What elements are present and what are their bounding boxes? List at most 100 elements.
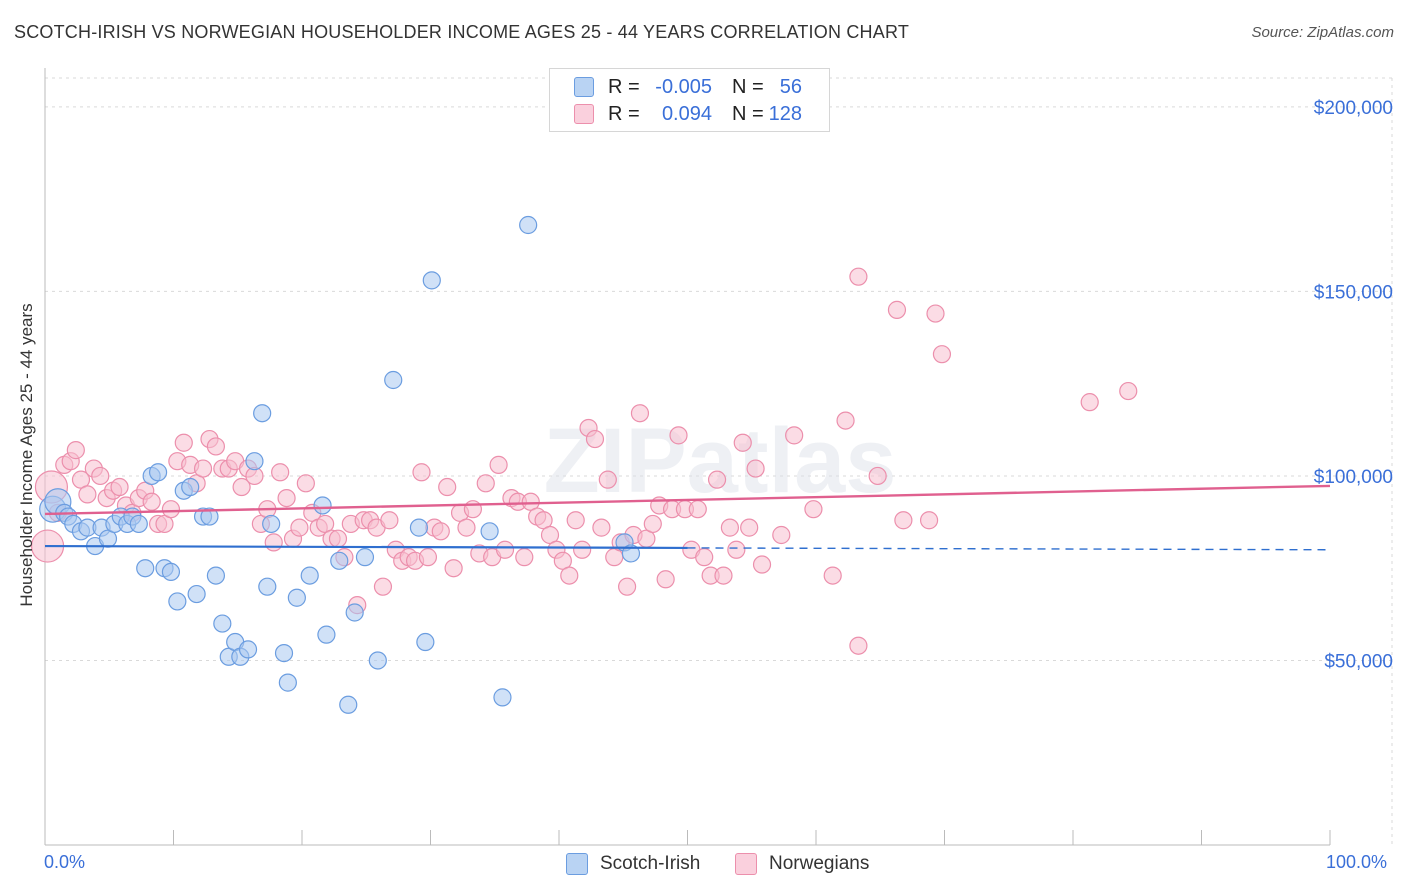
data-point-norwegians xyxy=(328,529,348,548)
trend-line-norwegians xyxy=(44,484,1331,516)
data-point-scotch-irish xyxy=(258,577,277,596)
data-point-scotch-irish xyxy=(493,688,512,707)
bottom-legend-label: Scotch-Irish xyxy=(600,853,701,874)
data-point-norwegians xyxy=(746,459,765,478)
data-point-scotch-irish xyxy=(262,514,281,534)
data-point-norwegians xyxy=(560,566,579,585)
y-tick-label: $100,000 xyxy=(1314,467,1393,488)
data-point-norwegians xyxy=(585,429,605,449)
data-point-norwegians xyxy=(489,455,508,474)
data-point-scotch-irish xyxy=(161,562,181,582)
y-axis-label: Householder Income Ages 25 - 44 years xyxy=(17,303,36,607)
data-point-norwegians xyxy=(630,404,650,423)
data-point-norwegians xyxy=(618,577,637,596)
data-point-scotch-irish xyxy=(213,614,232,633)
y-tick-labels: $50,000 $100,000 $150,000 $200,000 xyxy=(1314,98,1393,673)
legend-r-label: R = xyxy=(608,102,640,125)
data-point-scotch-irish xyxy=(245,452,264,471)
data-point-norwegians xyxy=(161,500,181,519)
bottom-legend-swatch-pink xyxy=(735,853,757,875)
data-point-norwegians xyxy=(418,548,438,567)
trend-line-scotch-irish-dashed xyxy=(687,547,1331,551)
data-point-scotch-irish xyxy=(253,404,272,423)
legend-r-value: -0.005 xyxy=(655,75,712,98)
data-point-scotch-irish xyxy=(300,566,319,585)
legend-r-label: R = xyxy=(608,75,640,98)
data-point-scotch-irish xyxy=(345,603,364,622)
data-point-norwegians xyxy=(142,492,161,511)
data-point-norwegians xyxy=(66,441,85,460)
data-point-norwegians xyxy=(91,466,110,486)
series-norwegians xyxy=(30,267,1138,655)
bottom-legend-norwegians: Norwegians xyxy=(735,851,869,877)
x-axis-min-label: 0.0% xyxy=(44,852,86,872)
data-point-scotch-irish xyxy=(200,507,219,526)
data-point-scotch-irish xyxy=(187,584,206,604)
legend-swatch-blue xyxy=(574,77,594,97)
data-point-norwegians xyxy=(714,566,733,585)
axes xyxy=(44,68,1331,846)
data-point-norwegians xyxy=(727,540,746,559)
data-point-norwegians xyxy=(290,518,309,537)
legend-box: R = -0.005 N = 56 R = 0.094 N = 128 xyxy=(549,68,830,132)
data-point-norwegians xyxy=(836,411,855,430)
data-point-norwegians xyxy=(206,437,226,456)
data-point-norwegians xyxy=(894,511,913,530)
data-point-norwegians xyxy=(926,304,945,323)
data-point-scotch-irish xyxy=(313,496,332,515)
legend-n-value: 128 xyxy=(768,102,802,125)
data-point-scotch-irish xyxy=(317,625,336,644)
data-point-scotch-irish xyxy=(168,592,187,611)
data-point-scotch-irish xyxy=(330,551,349,570)
data-point-norwegians xyxy=(296,474,315,493)
data-point-norwegians xyxy=(752,555,772,574)
data-point-scotch-irish xyxy=(519,215,538,235)
source-credit: Source: ZipAtlas.com xyxy=(1251,24,1394,41)
data-point-norwegians xyxy=(823,566,842,585)
data-point-norwegians xyxy=(740,518,759,537)
data-point-norwegians xyxy=(932,345,952,364)
data-point-norwegians xyxy=(707,470,727,489)
data-point-norwegians xyxy=(592,518,611,537)
data-point-norwegians xyxy=(1119,381,1138,401)
data-point-scotch-irish xyxy=(278,673,297,692)
data-point-norwegians xyxy=(277,488,296,508)
data-point-norwegians xyxy=(804,500,823,519)
legend-row-scotch-irish: R = -0.005 N = 56 xyxy=(574,75,802,99)
data-point-norwegians xyxy=(271,463,290,482)
data-point-scotch-irish xyxy=(480,522,499,541)
data-point-scotch-irish xyxy=(148,463,168,482)
data-point-scotch-irish xyxy=(339,695,358,714)
data-point-scotch-irish xyxy=(136,559,155,578)
data-point-scotch-irish xyxy=(621,544,641,563)
data-point-norwegians xyxy=(695,548,714,567)
data-point-scotch-irish xyxy=(181,477,200,497)
trend-lines xyxy=(44,484,1331,551)
legend-r-value: 0.094 xyxy=(661,102,712,125)
data-point-norwegians xyxy=(849,267,868,286)
data-point-scotch-irish xyxy=(129,514,148,534)
legend-n-value: 56 xyxy=(779,75,802,98)
data-point-scotch-irish xyxy=(238,640,258,659)
x-axis-max-label: 100.0% xyxy=(1326,852,1388,872)
data-point-scotch-irish xyxy=(287,588,306,607)
data-point-norwegians xyxy=(643,514,662,534)
legend-n-label: N = xyxy=(732,102,764,125)
data-point-norwegians xyxy=(412,463,431,482)
data-point-norwegians xyxy=(849,636,868,655)
data-point-scotch-irish xyxy=(206,566,226,585)
data-point-norwegians xyxy=(264,533,283,552)
data-point-scotch-irish xyxy=(422,271,441,290)
data-point-norwegians xyxy=(444,559,463,578)
data-point-scotch-irish xyxy=(355,548,375,567)
y-tick-label: $150,000 xyxy=(1314,282,1393,303)
data-point-norwegians xyxy=(688,500,707,519)
y-tick-label: $200,000 xyxy=(1314,98,1393,119)
legend-swatch-pink xyxy=(574,104,594,124)
legend-row-norwegians: R = 0.094 N = 128 xyxy=(574,102,802,126)
bottom-legend-scotch-irish: Scotch-Irish xyxy=(566,851,700,877)
data-point-norwegians xyxy=(656,570,675,589)
bottom-legend-swatch-blue xyxy=(566,853,588,875)
data-point-norwegians xyxy=(669,426,688,445)
bottom-legend-label: Norwegians xyxy=(769,853,870,874)
